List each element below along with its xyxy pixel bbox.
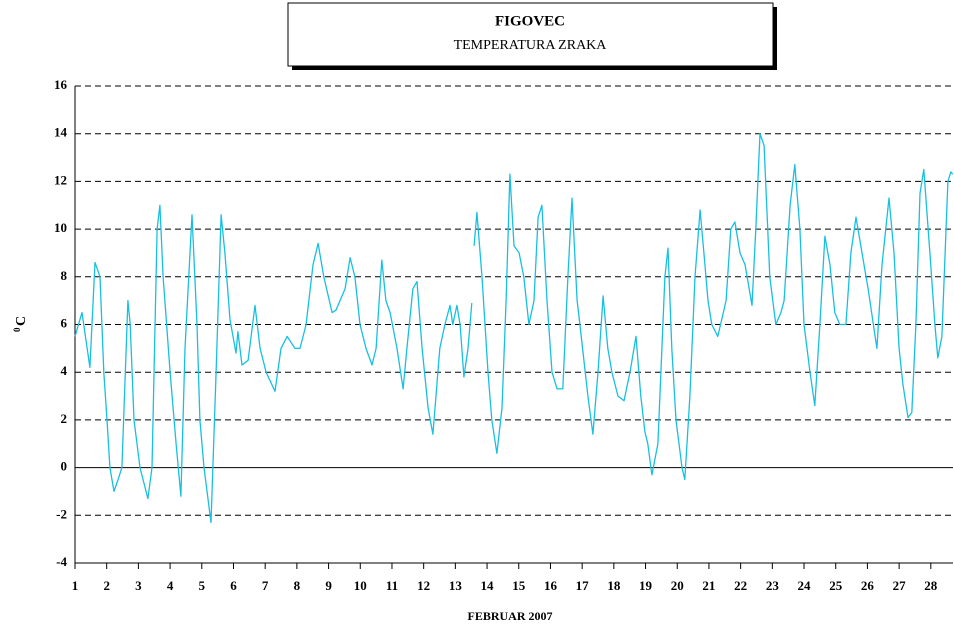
x-tick-label: 6 bbox=[230, 578, 237, 593]
x-tick-label: 17 bbox=[576, 578, 590, 593]
y-tick-label: 16 bbox=[54, 77, 68, 92]
x-tick-label: 4 bbox=[167, 578, 174, 593]
x-tick-label: 22 bbox=[734, 578, 747, 593]
x-tick-label: 7 bbox=[262, 578, 269, 593]
x-tick-label: 27 bbox=[893, 578, 907, 593]
x-tick-label: 13 bbox=[449, 578, 463, 593]
x-tick-label: 21 bbox=[702, 578, 715, 593]
y-tick-label: 14 bbox=[54, 125, 68, 140]
y-label: 0 C bbox=[12, 316, 29, 332]
x-tick-label: 20 bbox=[671, 578, 684, 593]
x-tick-label: 14 bbox=[481, 578, 495, 593]
temperature-line bbox=[74, 133, 954, 524]
y-tick-label: -2 bbox=[56, 506, 67, 521]
x-tick-label: 23 bbox=[766, 578, 780, 593]
y-tick-label: 4 bbox=[61, 363, 68, 378]
x-tick-label: 12 bbox=[417, 578, 430, 593]
x-tick-label: 25 bbox=[829, 578, 843, 593]
x-label: FEBRUAR 2007 bbox=[467, 609, 552, 623]
title-box bbox=[287, 2, 774, 67]
x-tick-label: 2 bbox=[103, 578, 110, 593]
x-tick-label: 3 bbox=[135, 578, 142, 593]
y-tick-label: -4 bbox=[56, 554, 67, 569]
y-label-sup: 0 bbox=[12, 327, 22, 332]
y-tick-label: 12 bbox=[54, 172, 67, 187]
y-tick-label: 6 bbox=[61, 315, 68, 330]
x-tick-label: 8 bbox=[294, 578, 301, 593]
x-tick-label: 24 bbox=[798, 578, 812, 593]
x-tick-label: 10 bbox=[354, 578, 367, 593]
x-tick-label: 28 bbox=[924, 578, 938, 593]
x-tick-label: 1 bbox=[72, 578, 79, 593]
x-tick-label: 15 bbox=[512, 578, 526, 593]
x-tick-label: 11 bbox=[386, 578, 398, 593]
y-label-text: C bbox=[14, 316, 29, 326]
x-tick-label: 18 bbox=[607, 578, 621, 593]
y-tick-label: 10 bbox=[54, 220, 67, 235]
x-tick-label: 5 bbox=[199, 578, 206, 593]
y-tick-label: 0 bbox=[61, 459, 68, 474]
chart-subtitle: TEMPERATURA ZRAKA bbox=[454, 38, 608, 53]
y-tick-label: 2 bbox=[61, 411, 68, 426]
x-tick-label: 26 bbox=[861, 578, 875, 593]
x-tick-label: 9 bbox=[325, 578, 332, 593]
y-tick-label: 8 bbox=[61, 268, 68, 283]
chart-title: FIGOVEC bbox=[495, 13, 565, 29]
x-tick-label: 19 bbox=[639, 578, 653, 593]
x-tick-label: 16 bbox=[544, 578, 558, 593]
